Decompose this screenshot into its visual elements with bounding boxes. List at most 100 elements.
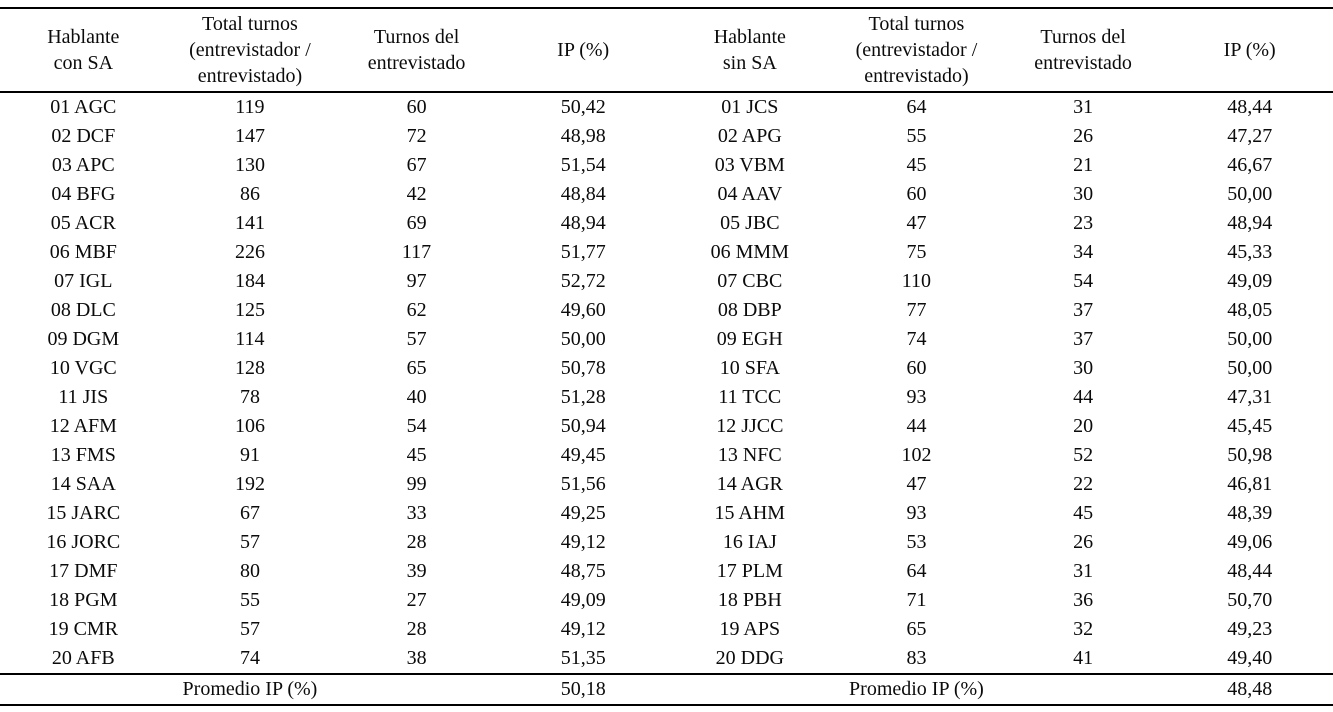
speaker-sin-sa-cell: 09 EGH xyxy=(716,328,783,350)
total-turnos-con-sa-cell: 130 xyxy=(234,154,265,176)
ip-sin-sa-cell: 47,31 xyxy=(1227,386,1273,408)
speaker-con-sa-cell: 07 IGL xyxy=(54,270,113,292)
total-turnos-sin-sa-cell: 53 xyxy=(906,531,927,553)
turnos-entrevistado-con-sa-cell: 39 xyxy=(406,560,427,582)
speaker-con-sa-cell: 04 BFG xyxy=(51,183,116,205)
turnos-entrevistado-sin-sa-cell: 52 xyxy=(1073,444,1094,466)
speaker-con-sa-cell: 11 JIS xyxy=(58,386,109,408)
ip-sin-sa-cell: 49,09 xyxy=(1227,270,1273,292)
turnos-entrevistado-con-sa-cell: 62 xyxy=(406,299,427,321)
total-turnos-sin-sa-cell: 102 xyxy=(901,444,932,466)
speaker-con-sa-cell: 17 DMF xyxy=(49,560,118,582)
table-row: 10 VGC 128 65 50,78 10 SFA 60 30 50,00 xyxy=(0,354,1333,383)
ip-sin-sa-cell: 47,27 xyxy=(1227,125,1273,147)
footer-row: Promedio IP (%) 50,18 Promedio IP (%) 48… xyxy=(0,673,1333,705)
ip-sin-sa-cell: 48,44 xyxy=(1227,560,1273,582)
table-row: 02 DCF 147 72 48,98 02 APG 55 26 47,27 xyxy=(0,122,1333,151)
ip-sin-sa-cell: 50,70 xyxy=(1227,589,1273,611)
speaker-sin-sa-cell: 16 IAJ xyxy=(722,531,777,553)
turnos-entrevistado-sin-sa-cell: 31 xyxy=(1073,96,1094,118)
ip-con-sa-cell: 48,98 xyxy=(560,125,606,147)
total-turnos-con-sa-cell: 192 xyxy=(234,473,265,495)
speaker-sin-sa-cell: 12 JJCC xyxy=(716,415,784,437)
table-row: 12 AFM 106 54 50,94 12 JJCC 44 20 45,45 xyxy=(0,412,1333,441)
table-footer: Promedio IP (%) 50,18 Promedio IP (%) 48… xyxy=(0,673,1333,705)
total-turnos-sin-sa-cell: 64 xyxy=(906,96,927,118)
promedio-label-con-sa: Promedio IP (%) xyxy=(0,673,500,705)
turnos-entrevistado-con-sa-cell: 97 xyxy=(406,270,427,292)
total-turnos-sin-sa-cell: 110 xyxy=(901,270,932,292)
total-turnos-sin-sa-cell: 45 xyxy=(906,154,927,176)
speaker-con-sa-cell: 05 ACR xyxy=(50,212,116,234)
speaker-con-sa-cell: 12 AFM xyxy=(49,415,117,437)
table-row: 15 JARC 67 33 49,25 15 AHM 93 45 48,39 xyxy=(0,499,1333,528)
total-turnos-sin-sa-cell: 60 xyxy=(906,183,927,205)
speaker-con-sa-cell: 18 PGM xyxy=(49,589,118,611)
turnos-entrevistado-sin-sa-cell: 32 xyxy=(1073,618,1094,640)
total-turnos-con-sa-cell: 86 xyxy=(239,183,260,205)
ip-con-sa-cell: 51,35 xyxy=(560,647,606,669)
turnos-entrevistado-sin-sa-cell: 21 xyxy=(1073,154,1094,176)
ip-con-sa-cell: 49,60 xyxy=(560,299,606,321)
turnos-entrevistado-sin-sa-cell: 54 xyxy=(1073,270,1094,292)
turnos-entrevistado-con-sa-cell: 45 xyxy=(406,444,427,466)
turnos-entrevistado-sin-sa-cell: 45 xyxy=(1073,502,1094,524)
header-row: Hablante con SA Total turnos (entrevista… xyxy=(0,8,1333,93)
speaker-sin-sa-cell: 01 JCS xyxy=(721,96,779,118)
total-turnos-sin-sa-cell: 65 xyxy=(906,618,927,640)
header-hablante-con-sa: Hablante con SA xyxy=(0,8,167,93)
turnos-entrevistado-con-sa-cell: 65 xyxy=(406,357,427,379)
speaker-sin-sa-cell: 07 CBC xyxy=(717,270,783,292)
turnos-entrevistado-sin-sa-cell: 30 xyxy=(1073,357,1094,379)
ip-con-sa-cell: 49,12 xyxy=(560,531,606,553)
turnos-entrevistado-sin-sa-cell: 44 xyxy=(1073,386,1094,408)
total-turnos-sin-sa-cell: 44 xyxy=(906,415,927,437)
speaker-sin-sa-cell: 08 DBP xyxy=(717,299,782,321)
ip-sin-sa-cell: 45,33 xyxy=(1227,241,1273,263)
turnos-entrevistado-sin-sa-cell: 23 xyxy=(1073,212,1094,234)
table-row: 14 SAA 192 99 51,56 14 AGR 47 22 46,81 xyxy=(0,470,1333,499)
speaker-con-sa-cell: 06 MBF xyxy=(49,241,117,263)
ip-sin-sa-cell: 48,39 xyxy=(1227,502,1273,524)
ip-con-sa-cell: 49,09 xyxy=(560,589,606,611)
header-hablante-sin-sa: Hablante sin SA xyxy=(666,8,834,93)
turnos-entrevistado-con-sa-cell: 67 xyxy=(406,154,427,176)
speaker-sin-sa-cell: 10 SFA xyxy=(719,357,780,379)
ip-con-sa-cell: 52,72 xyxy=(560,270,606,292)
speaker-con-sa-cell: 02 DCF xyxy=(51,125,116,147)
speaker-sin-sa-cell: 18 PBH xyxy=(717,589,782,611)
turnos-entrevistado-con-sa-cell: 42 xyxy=(406,183,427,205)
speaker-sin-sa-cell: 11 TCC xyxy=(718,386,782,408)
turnos-entrevistado-con-sa-cell: 69 xyxy=(406,212,427,234)
turnos-entrevistado-sin-sa-cell: 41 xyxy=(1073,647,1094,669)
table-row: 11 JIS 78 40 51,28 11 TCC 93 44 47,31 xyxy=(0,383,1333,412)
speaker-sin-sa-cell: 14 AGR xyxy=(716,473,783,495)
speaker-con-sa-cell: 13 FMS xyxy=(50,444,116,466)
speaker-sin-sa-cell: 13 NFC xyxy=(717,444,782,466)
total-turnos-con-sa-cell: 57 xyxy=(239,531,260,553)
speaker-sin-sa-cell: 19 APS xyxy=(719,618,781,640)
table-row: 06 MBF 226 117 51,77 06 MMM 75 34 45,33 xyxy=(0,238,1333,267)
table-row: 20 AFB 74 38 51,35 20 DDG 83 41 49,40 xyxy=(0,644,1333,674)
speaker-con-sa-cell: 01 AGC xyxy=(50,96,117,118)
table-row: 08 DLC 125 62 49,60 08 DBP 77 37 48,05 xyxy=(0,296,1333,325)
speaker-con-sa-cell: 14 SAA xyxy=(50,473,116,495)
speaker-con-sa-cell: 19 CMR xyxy=(48,618,119,640)
total-turnos-con-sa-cell: 55 xyxy=(239,589,260,611)
total-turnos-sin-sa-cell: 77 xyxy=(906,299,927,321)
speaker-sin-sa-cell: 05 JBC xyxy=(720,212,780,234)
header-turnos-entrevistado-sin-sa: Turnos del entrevistado xyxy=(999,8,1167,93)
speaker-con-sa-cell: 03 APC xyxy=(51,154,115,176)
total-turnos-con-sa-cell: 147 xyxy=(234,125,265,147)
turnos-entrevistado-con-sa-cell: 117 xyxy=(401,241,432,263)
ip-sin-sa-cell: 50,00 xyxy=(1227,328,1273,350)
turnos-entrevistado-con-sa-cell: 28 xyxy=(406,531,427,553)
table-row: 05 ACR 141 69 48,94 05 JBC 47 23 48,94 xyxy=(0,209,1333,238)
ip-con-sa-cell: 49,25 xyxy=(560,502,606,524)
turnos-entrevistado-con-sa-cell: 27 xyxy=(406,589,427,611)
ip-con-sa-cell: 48,75 xyxy=(560,560,606,582)
header-ip-sin-sa: IP (%) xyxy=(1166,8,1333,93)
ip-sin-sa-cell: 48,05 xyxy=(1227,299,1273,321)
table-row: 19 CMR 57 28 49,12 19 APS 65 32 49,23 xyxy=(0,615,1333,644)
table-row: 03 APC 130 67 51,54 03 VBM 45 21 46,67 xyxy=(0,151,1333,180)
